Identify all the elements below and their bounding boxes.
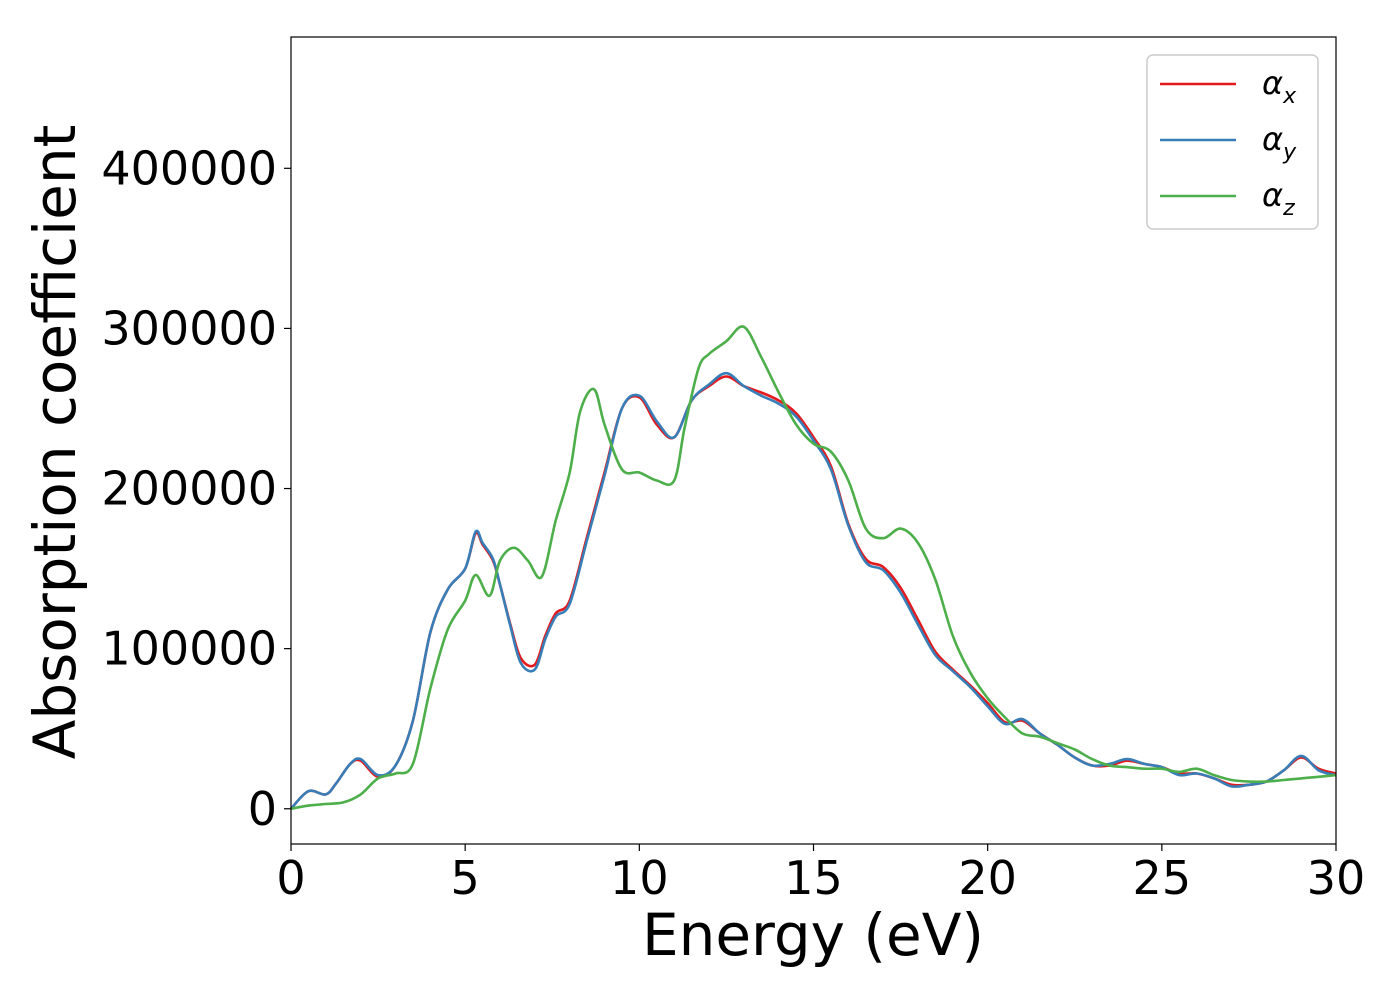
- x-tick-label: 10: [610, 851, 669, 905]
- series-line-y: [290, 371, 1337, 810]
- x-tick-label: 5: [451, 851, 480, 905]
- x-tick-label: 20: [958, 851, 1017, 905]
- legend-label-y: αy: [1262, 120, 1297, 165]
- y-tick-label: 0: [248, 782, 277, 836]
- x-tick-label: 25: [1133, 851, 1192, 905]
- x-tick-label: 0: [276, 851, 305, 905]
- y-tick-label: 100000: [101, 622, 277, 676]
- series-layer: [290, 325, 1337, 811]
- y-tick-label: 400000: [101, 141, 277, 195]
- y-tick-label: 200000: [101, 462, 277, 516]
- y-tick-label: 300000: [101, 301, 277, 355]
- x-tick-label: 30: [1307, 851, 1366, 905]
- x-axis-ticks: 0 5 10 15 20 25 30: [276, 844, 1365, 905]
- legend-label-x: αx: [1262, 64, 1297, 109]
- x-tick-label: 15: [784, 851, 843, 905]
- x-axis-label: Energy (eV): [642, 901, 984, 969]
- y-axis-label: Absorption coefficient: [21, 125, 89, 760]
- legend-label-z: αz: [1262, 176, 1295, 221]
- y-axis-ticks: 0 100000 200000 300000 400000: [101, 141, 291, 836]
- series-line-z: [290, 325, 1337, 811]
- legend-box: [1146, 54, 1319, 230]
- legend: αx αy αz: [1146, 54, 1319, 230]
